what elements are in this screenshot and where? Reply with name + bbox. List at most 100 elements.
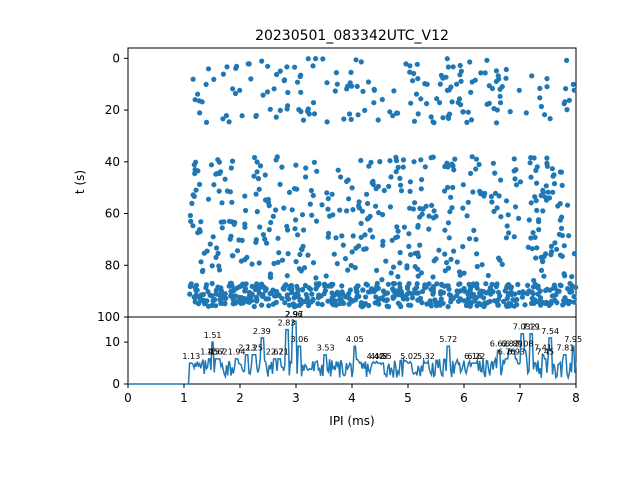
scatter-point (311, 111, 318, 117)
scatter-point (275, 235, 281, 241)
scatter-point (330, 212, 336, 218)
scatter-point (374, 283, 380, 289)
scatter-point (418, 186, 424, 192)
scatter-point (479, 262, 485, 268)
scatter-point (415, 273, 421, 279)
histogram-x-tick-label: 3 (292, 391, 300, 405)
scatter-point (291, 186, 298, 192)
scatter-point (542, 112, 548, 118)
scatter-point (468, 117, 475, 123)
scatter-point (373, 203, 379, 209)
scatter-point (384, 290, 391, 296)
scatter-point (460, 182, 466, 188)
scatter-point (277, 181, 283, 187)
scatter-point (358, 59, 364, 65)
scatter-point (334, 261, 340, 267)
scatter-point (403, 61, 409, 67)
scatter-point (380, 242, 386, 248)
scatter-point (440, 290, 447, 296)
scatter-point (198, 259, 204, 265)
scatter-point (431, 208, 437, 214)
scatter-point (286, 302, 292, 308)
scatter-point (478, 190, 484, 196)
scatter-point (437, 81, 443, 87)
scatter-point (203, 119, 210, 125)
scatter-point (400, 164, 406, 170)
scatter-point (198, 219, 204, 225)
peak-label: 5.32 (417, 352, 435, 361)
scatter-point (309, 291, 315, 297)
scatter-point (397, 175, 403, 181)
peak-label: 6.62 (490, 339, 508, 348)
scatter-point (482, 70, 488, 76)
scatter-point (430, 119, 436, 125)
scatter-point (380, 238, 386, 244)
peak-label: 7.54 (541, 327, 559, 336)
scatter-point (461, 285, 467, 292)
scatter-point (265, 199, 271, 205)
scatter-point (259, 302, 265, 308)
y-axis-label: t (s) (73, 170, 87, 194)
scatter-point (277, 107, 283, 113)
scatter-point (537, 95, 543, 101)
scatter-point (454, 259, 460, 265)
peak-label: 7.03 (513, 323, 531, 332)
scatter-point (566, 97, 572, 103)
scatter-point (434, 96, 440, 102)
scatter-point (310, 260, 317, 266)
scatter-point (533, 198, 539, 204)
scatter-point (195, 91, 201, 97)
scatter-point (411, 159, 417, 165)
scatter-point (412, 200, 418, 206)
scatter-point (536, 219, 542, 225)
scatter-point (368, 159, 374, 165)
scatter-point (268, 219, 274, 226)
scatter-point (571, 251, 578, 257)
scatter-point (557, 169, 563, 175)
scatter-point (230, 297, 236, 303)
scatter-point (513, 182, 520, 188)
scatter-point (249, 261, 255, 267)
scatter-point (222, 176, 228, 182)
scatter-point (314, 168, 320, 174)
peak-label: 2.83 (278, 318, 296, 327)
scatter-point (296, 302, 302, 308)
scatter-point (358, 234, 364, 240)
scatter-point (410, 206, 416, 212)
scatter-point (557, 252, 564, 258)
scatter-point (440, 115, 446, 121)
scatter-point (406, 281, 412, 287)
scatter-point (222, 301, 228, 307)
scatter-point (297, 297, 303, 303)
scatter-point (341, 116, 347, 122)
scatter-point (422, 164, 428, 170)
scatter-point (284, 273, 290, 279)
scatter-point (548, 298, 555, 305)
scatter-point (217, 297, 223, 303)
scatter-point (215, 285, 222, 291)
scatter-point (284, 64, 290, 70)
scatter-point (358, 157, 364, 164)
scatter-point (371, 289, 377, 295)
scatter-point (337, 296, 343, 302)
peak-label: 6.93 (507, 348, 525, 357)
scatter-point (348, 116, 354, 122)
scatter-point (380, 288, 387, 294)
peak-label: 6.89 (505, 339, 523, 348)
scatter-point (226, 218, 233, 224)
scatter-point (210, 298, 216, 304)
scatter-point (497, 100, 504, 106)
scatter-point (253, 239, 259, 245)
scatter-point (266, 227, 272, 233)
scatter-point (547, 116, 553, 122)
scatter-point (315, 295, 321, 301)
scatter-point (379, 295, 385, 301)
scatter-point (411, 70, 417, 77)
scatter-point (450, 64, 456, 70)
scatter-point (320, 56, 326, 62)
scatter-point (364, 191, 370, 197)
scatter-point (514, 296, 520, 303)
histogram-y-ticks: 0 10 (105, 335, 128, 391)
peak-label: 7.95 (564, 335, 582, 344)
scatter-point (271, 86, 277, 92)
